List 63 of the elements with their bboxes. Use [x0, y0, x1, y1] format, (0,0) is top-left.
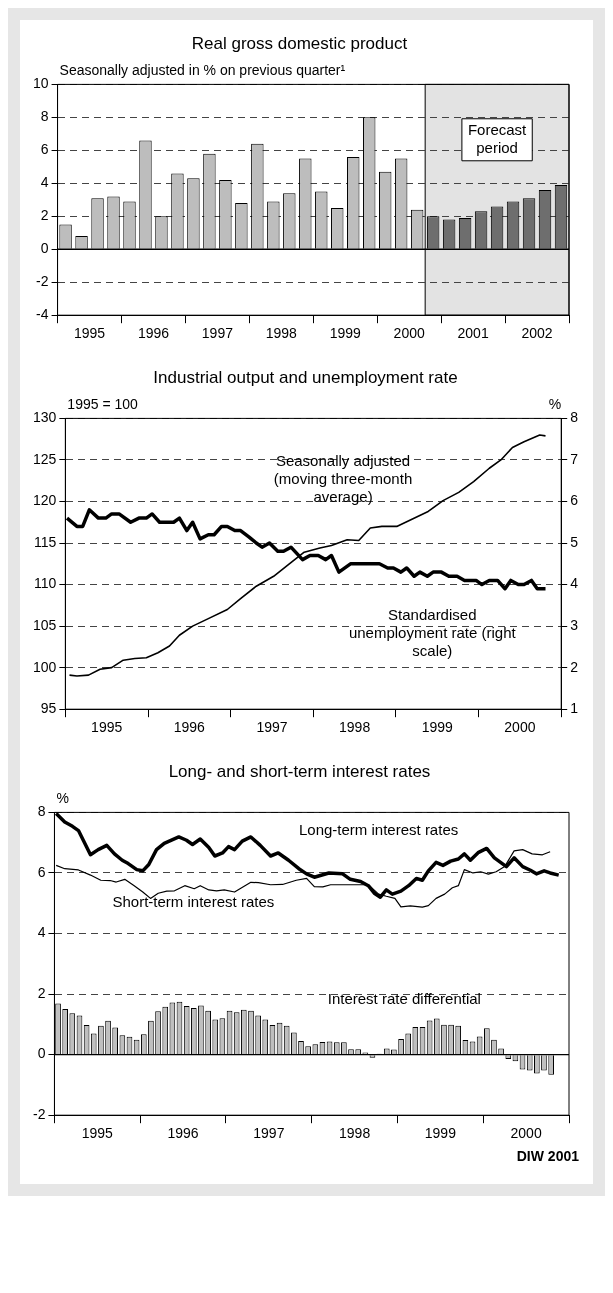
series-label: Standardised unemployment rate (right scale) — [348, 606, 517, 660]
y-tick-label: -2 — [33, 1106, 46, 1123]
y-axis-title: Seasonally adjusted in % on previous quarter¹ — [59, 62, 346, 79]
y-tick-label: 2 — [40, 207, 49, 224]
y-tick-label: 10 — [32, 75, 49, 92]
x-tick-label: 1998 — [339, 719, 371, 736]
x-tick-label: 1996 — [173, 719, 206, 736]
y-tick-label: 8 — [40, 108, 49, 125]
series-label: Short-term interest rates — [112, 893, 275, 911]
y-tick-label: -2 — [36, 273, 49, 290]
y2-tick-label: 7 — [570, 450, 579, 467]
x-tick-label: 2001 — [457, 325, 489, 342]
y-axis-title: 1995 = 100 — [67, 396, 139, 413]
y-tick-label: 100 — [33, 658, 57, 675]
x-tick-label: 1996 — [137, 325, 170, 342]
x-tick-label: 1995 — [91, 719, 123, 736]
band-label: Forecast period — [467, 120, 528, 156]
chart-title: Real gross domestic product — [191, 33, 408, 53]
y-tick-label: 0 — [40, 240, 49, 257]
y-tick-label: 95 — [40, 700, 57, 717]
y-tick-label: 105 — [33, 616, 57, 633]
y2-tick-label: 2 — [570, 658, 579, 675]
x-tick-label: 2000 — [510, 1125, 542, 1142]
y-tick-label: 2 — [37, 984, 46, 1001]
y-tick-label: 6 — [40, 141, 49, 158]
x-tick-label: 1995 — [73, 325, 106, 342]
y-tick-label: 130 — [33, 409, 57, 426]
y2-tick-label: 6 — [570, 492, 579, 509]
x-tick-label: 1997 — [253, 1125, 285, 1142]
x-tick-label: 1998 — [339, 1125, 371, 1142]
text: DIW 2001 — [516, 1147, 580, 1164]
y2-tick-label: 4 — [570, 575, 579, 592]
x-tick-label: 1999 — [421, 719, 454, 736]
x-tick-label: 2002 — [521, 325, 553, 342]
y-tick-label: 6 — [37, 863, 46, 880]
y2-tick-label: 3 — [570, 616, 579, 633]
y2-tick-label: 1 — [570, 700, 579, 717]
chart-title: Industrial output and unemployment rate — [153, 367, 458, 387]
y2-tick-label: 8 — [570, 409, 579, 426]
y-tick-label: 8 — [37, 803, 46, 820]
series-label: Long-term interest rates — [298, 820, 459, 838]
y-tick-label: 120 — [33, 492, 57, 509]
x-tick-label: 1999 — [329, 325, 362, 342]
y-tick-label: 115 — [34, 533, 57, 550]
x-tick-label: 2000 — [393, 325, 425, 342]
x-tick-label: 1998 — [265, 325, 298, 342]
x-tick-label: 1995 — [81, 1125, 114, 1142]
y-tick-label: 0 — [37, 1045, 46, 1062]
x-tick-label: 1996 — [167, 1125, 199, 1142]
y-tick-label: 110 — [34, 575, 57, 592]
y-tick-label: 4 — [37, 924, 46, 941]
x-tick-label: 1997 — [256, 719, 288, 736]
x-tick-label: 2000 — [504, 719, 536, 736]
x-tick-label: 1997 — [201, 325, 234, 342]
y-axis-title: % — [56, 790, 69, 807]
series-label: Interest rate differential — [327, 990, 481, 1008]
y2-axis-title: % — [548, 396, 562, 413]
y-tick-label: -4 — [36, 306, 49, 323]
chart-title: Long- and short-term interest rates — [168, 761, 431, 781]
y-tick-label: 4 — [40, 174, 49, 191]
y-tick-label: 125 — [33, 450, 57, 467]
x-tick-label: 1999 — [424, 1125, 457, 1142]
y2-tick-label: 5 — [570, 533, 579, 550]
